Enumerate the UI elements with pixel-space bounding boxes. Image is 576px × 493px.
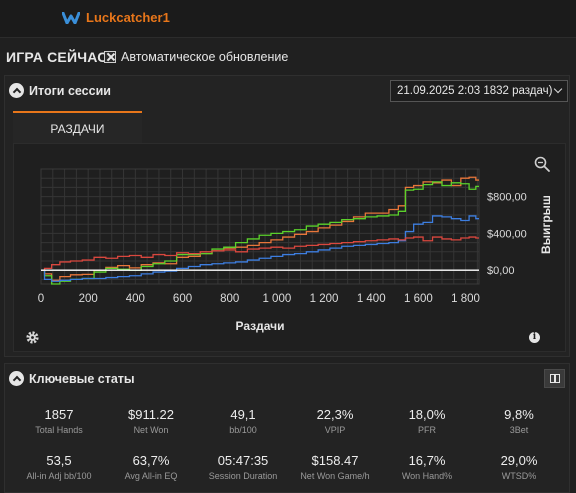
stat-value: 29,0% [500,453,538,468]
series-line-1 [41,181,479,285]
x-tick-label: 600 [173,293,192,305]
y-axis-label: Выигрыш [539,195,553,254]
x-tick-label: 200 [79,293,98,305]
stat-value: 18,0% [408,407,446,422]
winnings-chart-svg: 0 200 400 600 800 1 000 1 200 1 400 1 600 1 800 $0… [38,168,553,333]
key-stats-header: Ключевые статы [5,364,569,394]
stat-item: 05:47:35 Session Duration [196,453,290,481]
stat-item: 16,7% Won Hand% [380,453,474,481]
stat-value: 16,7% [408,453,446,468]
x-tick-label: 400 [126,293,145,305]
key-stats-title[interactable]: Ключевые статы [29,372,135,386]
stat-value: 05:47:35 [217,453,269,468]
stat-value: 9,8% [504,407,534,422]
stat-label: 3Bet [509,425,529,435]
stat-value: 63,7% [132,453,170,468]
stat-value: 49,1 [230,407,256,422]
tab-hands[interactable]: РАЗДАЧИ [13,111,142,143]
session-select-value: 21.09.2025 2:03 1832 раздач) [397,85,553,97]
stat-label: VPIP [324,425,346,435]
x-tick-label: 1 000 [262,293,291,305]
x-tick-label: 1 600 [404,293,433,305]
layout-toggle-button[interactable] [544,369,565,388]
session-summary-header: Итоги сессии 21.09.2025 2:03 1832 раздач… [5,76,569,106]
stat-label: bb/100 [229,425,257,435]
x-tick-label: 0 [38,293,44,305]
stat-label: Session Duration [208,471,278,481]
gear-icon[interactable] [25,330,40,345]
session-summary-panel: Итоги сессии 21.09.2025 2:03 1832 раздач… [4,75,570,357]
stat-item: $911.22 Net Won [104,407,198,435]
stat-item: $158.47 Net Won Game/h [288,453,382,481]
stat-item: 53,5 All-in Adj bb/100 [12,453,106,481]
stat-item: 18,0% PFR [380,407,474,435]
x-tick-label: 1 200 [310,293,339,305]
stat-value: 1857 [44,407,74,422]
stat-label: WTSD% [501,471,537,481]
username-label[interactable]: Luckcatcher1 [86,10,170,25]
stat-item: 22,3% VPIP [288,407,382,435]
info-icon[interactable]: i [529,332,540,343]
collapse-session-button[interactable] [9,83,24,98]
stat-value: 22,3% [316,407,354,422]
stat-label: All-in Adj bb/100 [26,471,92,481]
winnings-chart: 0 200 400 600 800 1 000 1 200 1 400 1 600 1 800 $0… [13,143,566,352]
page-title: ИГРА СЕЙЧАС [6,49,108,65]
stat-label: Net Won [133,425,169,435]
columns-icon [550,374,560,383]
stat-item: 29,0% WTSD% [472,453,566,481]
plot-frame [40,168,480,285]
stat-value: 53,5 [46,453,72,468]
zoom-icon[interactable] [533,155,551,173]
chevron-down-icon [553,84,563,94]
stat-item: 63,7% Avg All-in EQ [104,453,198,481]
auto-update-label[interactable]: Автоматическое обновление [121,50,289,64]
key-stats-panel: Ключевые статы 1857 Total Hands $911.22 Net… [4,363,570,493]
w-logo-icon [62,12,80,24]
collapse-stats-button[interactable] [9,371,24,386]
stat-label: Total Hands [35,425,83,435]
stat-label: PFR [418,425,436,435]
stat-item: 9,8% 3Bet [472,407,566,435]
session-select[interactable]: 21.09.2025 2:03 1832 раздач) [390,80,568,102]
tab-hands-label: РАЗДАЧИ [50,122,105,136]
stat-label: Avg All-in EQ [124,471,178,481]
x-tick-label: 1 800 [451,293,480,305]
x-tick-label: 800 [220,293,239,305]
stat-label: Won Hand% [401,471,453,481]
series-line-0 [41,176,479,281]
y-tick-label: $400,00 [487,228,527,240]
x-axis-label: Раздачи [236,319,285,333]
series-line-3 [41,236,479,271]
stat-value: $158.47 [311,453,359,468]
stat-item: 1857 Total Hands [12,407,106,435]
y-tick-label: $800,00 [487,192,527,204]
stat-label: Net Won Game/h [300,471,370,481]
stat-item: 49,1 bb/100 [196,407,290,435]
stat-value: $911.22 [127,407,175,422]
top-bar: Luckcatcher1 [0,0,576,38]
session-summary-title[interactable]: Итоги сессии [29,84,111,98]
auto-update-checkbox[interactable] [104,51,116,63]
x-tick-label: 1 400 [357,293,386,305]
series-line-2 [41,215,479,282]
y-tick-label: $0,00 [487,265,515,277]
